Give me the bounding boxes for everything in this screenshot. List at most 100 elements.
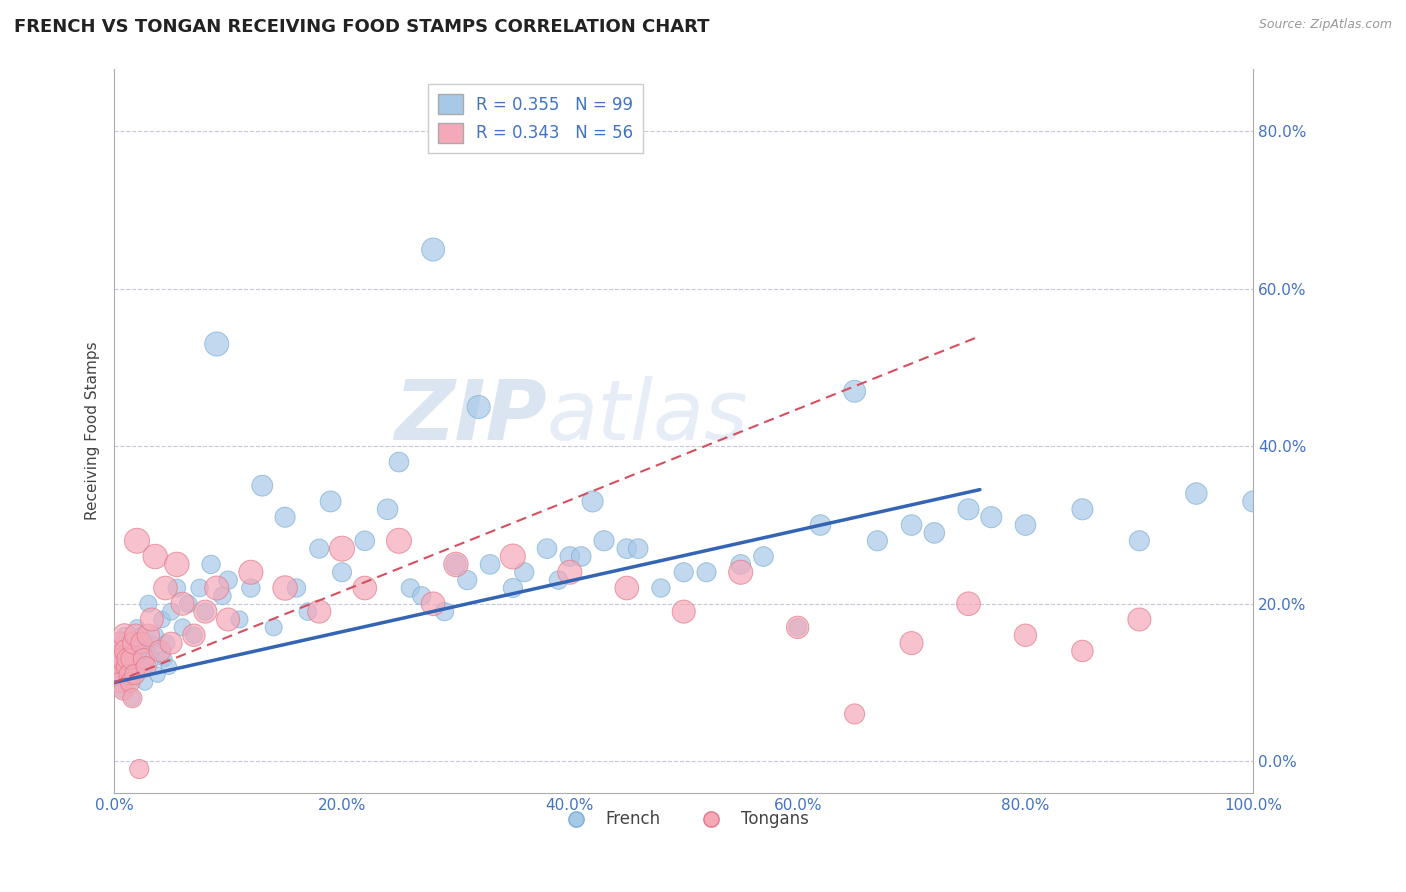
Point — [132, 652, 155, 666]
Point — [122, 636, 145, 650]
Point — [228, 612, 250, 626]
Point — [752, 549, 775, 564]
Point — [217, 612, 239, 626]
Legend: French, Tongans: French, Tongans — [553, 804, 815, 835]
Point — [131, 636, 153, 650]
Point — [134, 675, 156, 690]
Point — [1128, 612, 1150, 626]
Point — [125, 667, 148, 681]
Point — [132, 652, 155, 666]
Point — [536, 541, 558, 556]
Point — [149, 644, 172, 658]
Point — [456, 573, 478, 587]
Point — [217, 573, 239, 587]
Point — [108, 675, 131, 690]
Point — [115, 659, 138, 673]
Point — [107, 667, 129, 681]
Text: Source: ZipAtlas.com: Source: ZipAtlas.com — [1258, 18, 1392, 31]
Point — [444, 558, 467, 572]
Y-axis label: Receiving Food Stamps: Receiving Food Stamps — [86, 342, 100, 520]
Text: FRENCH VS TONGAN RECEIVING FOOD STAMPS CORRELATION CHART: FRENCH VS TONGAN RECEIVING FOOD STAMPS C… — [14, 18, 710, 36]
Point — [308, 541, 330, 556]
Point — [194, 605, 217, 619]
Point — [422, 597, 444, 611]
Point — [183, 628, 205, 642]
Point — [194, 605, 217, 619]
Point — [125, 620, 148, 634]
Point — [211, 589, 233, 603]
Point — [672, 566, 695, 580]
Point — [111, 652, 134, 666]
Point — [129, 659, 152, 673]
Point — [252, 478, 274, 492]
Point — [120, 675, 142, 690]
Point — [1128, 533, 1150, 548]
Point — [183, 628, 205, 642]
Point — [149, 644, 172, 658]
Point — [120, 652, 142, 666]
Point — [115, 667, 138, 681]
Point — [467, 400, 489, 414]
Point — [107, 659, 129, 673]
Point — [1241, 494, 1264, 508]
Point — [627, 541, 650, 556]
Point — [118, 667, 141, 681]
Point — [730, 566, 752, 580]
Point — [388, 533, 411, 548]
Point — [1071, 502, 1094, 516]
Point — [616, 581, 638, 595]
Point — [980, 510, 1002, 524]
Point — [558, 566, 581, 580]
Point — [135, 659, 157, 673]
Point — [593, 533, 616, 548]
Point — [110, 636, 132, 650]
Point — [105, 652, 128, 666]
Point — [112, 683, 135, 698]
Point — [502, 581, 524, 595]
Point — [166, 581, 188, 595]
Point — [924, 525, 946, 540]
Point — [122, 636, 145, 650]
Point — [121, 691, 143, 706]
Point — [205, 337, 228, 351]
Point — [353, 533, 375, 548]
Point — [330, 541, 353, 556]
Point — [114, 652, 136, 666]
Point — [388, 455, 411, 469]
Point — [957, 597, 980, 611]
Point — [160, 636, 183, 650]
Point — [135, 659, 157, 673]
Point — [844, 384, 866, 399]
Point — [107, 652, 129, 666]
Point — [131, 636, 153, 650]
Point — [900, 518, 922, 533]
Point — [319, 494, 342, 508]
Point — [581, 494, 603, 508]
Point — [558, 549, 581, 564]
Point — [128, 762, 150, 776]
Point — [117, 644, 139, 658]
Point — [297, 605, 319, 619]
Point — [141, 612, 163, 626]
Point — [139, 636, 162, 650]
Text: atlas: atlas — [547, 376, 748, 457]
Point — [274, 581, 297, 595]
Point — [142, 652, 165, 666]
Point — [399, 581, 422, 595]
Point — [160, 605, 183, 619]
Point — [157, 659, 180, 673]
Point — [205, 581, 228, 595]
Point — [444, 558, 467, 572]
Point — [263, 620, 285, 634]
Point — [422, 243, 444, 257]
Point — [377, 502, 399, 516]
Point — [502, 549, 524, 564]
Point — [128, 644, 150, 658]
Point — [513, 566, 536, 580]
Point — [104, 659, 127, 673]
Point — [672, 605, 695, 619]
Point — [1014, 518, 1036, 533]
Point — [786, 620, 808, 634]
Point — [138, 628, 160, 642]
Point — [117, 652, 139, 666]
